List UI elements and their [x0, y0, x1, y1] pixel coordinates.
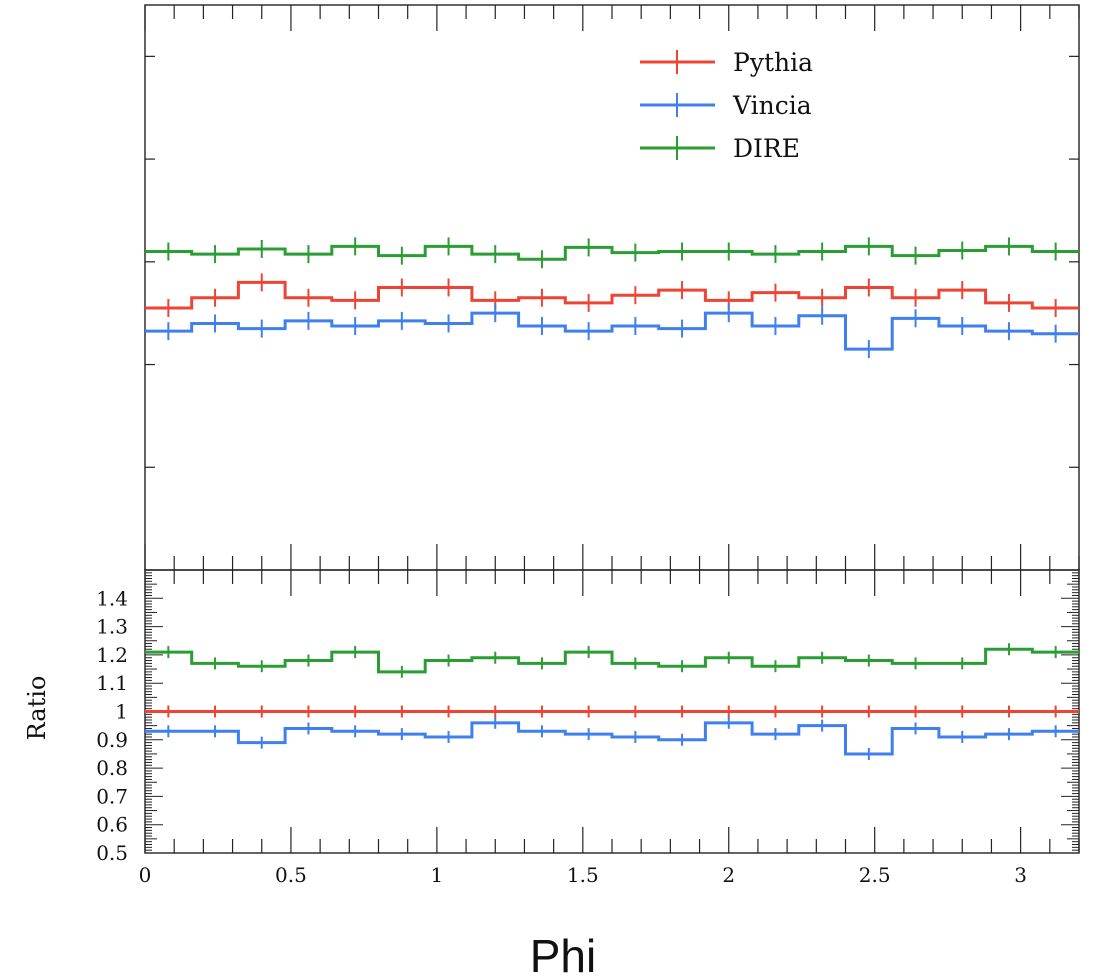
main-series-vincia — [145, 313, 1079, 349]
ratio-y-tick-label: 0.7 — [96, 784, 128, 808]
x-tick-label: 2.5 — [859, 863, 891, 887]
x-tick-label: 0 — [139, 863, 152, 887]
main-series-pythia — [145, 282, 1079, 308]
x-tick-labels: 0 0.5 1 1.5 2 2.5 3 — [139, 863, 1027, 887]
ratio-panel — [145, 570, 1079, 853]
ratio-y-tick-label: 1.2 — [96, 643, 128, 667]
x-tick-label: 0.5 — [275, 863, 307, 887]
ratio-series-dire — [145, 649, 1079, 672]
ratio-y-tick-labels: 0.5 0.6 0.7 0.8 0.9 1 1.1 1.2 1.3 1.4 — [96, 586, 128, 865]
main-series-dire — [145, 246, 1079, 259]
ratio-y-tick-label: 1.3 — [96, 615, 128, 639]
ratio-y-tick-label: 1 — [115, 700, 128, 724]
main-panel — [145, 5, 1079, 570]
x-axis-label: Phi — [530, 930, 596, 980]
x-tick-label: 3 — [1014, 863, 1027, 887]
legend-label: Pythia — [733, 48, 813, 77]
legend-item-dire: DIRE — [640, 134, 800, 163]
legend-item-vincia: Vincia — [640, 91, 812, 120]
legend-label: Vincia — [732, 91, 812, 120]
ratio-y-tick-label: 0.8 — [96, 756, 128, 780]
legend-item-pythia: Pythia — [640, 48, 813, 77]
legend-label: DIRE — [733, 134, 800, 163]
x-tick-label: 2 — [722, 863, 735, 887]
ratio-y-tick-label: 1.4 — [96, 586, 128, 610]
legend: Pythia Vincia DIRE — [640, 48, 813, 163]
ratio-y-tick-label: 1.1 — [96, 671, 128, 695]
x-tick-label: 1 — [431, 863, 444, 887]
ratio-y-tick-label: 0.9 — [96, 728, 128, 752]
ratio-y-tick-label: 0.5 — [96, 841, 128, 865]
ratio-y-axis-label: Ratio — [23, 676, 51, 741]
ratio-series-vincia — [145, 723, 1079, 754]
x-tick-label: 1.5 — [567, 863, 599, 887]
ratio-y-tick-label: 0.6 — [96, 813, 128, 837]
